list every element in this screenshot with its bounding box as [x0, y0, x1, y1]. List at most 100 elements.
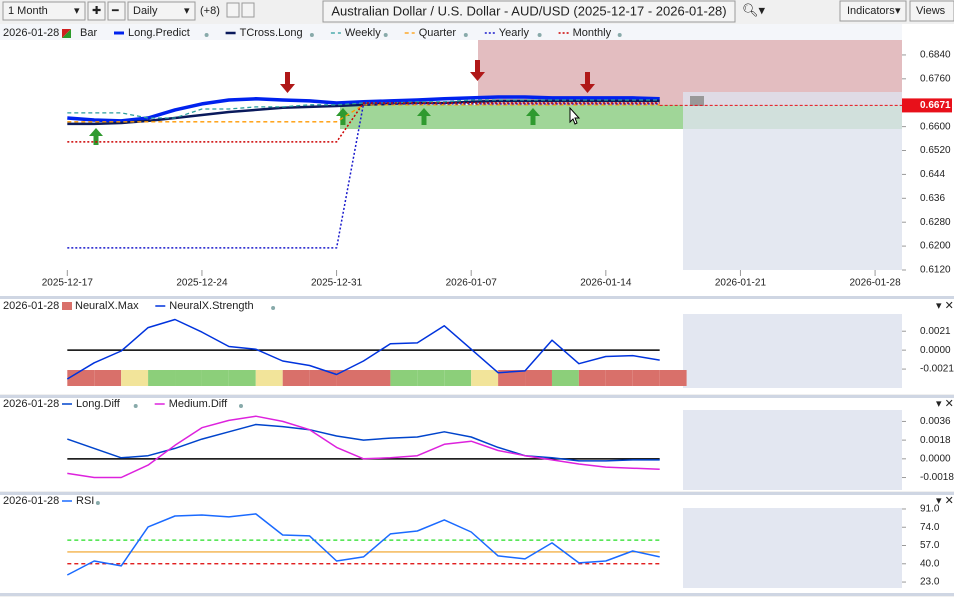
max-cell	[605, 370, 633, 386]
legend-label: Weekly	[345, 27, 381, 39]
y-tick-label: 0.6280	[920, 217, 951, 228]
x-tick-label: 2026-01-14	[580, 278, 632, 289]
sell-arrow	[580, 72, 595, 93]
dropdown-arrow: ▾	[184, 5, 190, 17]
legend-label: NeuralX.Strength	[169, 300, 253, 312]
interval-select[interactable]	[127, 1, 196, 21]
y-tick-label: 0.0036	[920, 416, 951, 427]
legend-label: Long.Diff	[76, 398, 121, 410]
period: 1 Month	[8, 5, 48, 17]
legend-dot	[383, 33, 388, 37]
y-tick-label: 0.0000	[920, 453, 951, 464]
style-label: Bar	[80, 27, 97, 39]
minus-icon: ━	[111, 5, 119, 17]
max-cell	[228, 370, 256, 386]
series-line	[67, 415, 660, 479]
y-tick-label: 0.6600	[920, 121, 951, 132]
x-tick-label: 2025-12-17	[42, 278, 94, 289]
legend-label: Medium.Diff	[169, 398, 228, 410]
legend-dot	[239, 404, 243, 408]
symbol: Australian Dollar / U.S. Dollar - AUD/US…	[331, 3, 726, 18]
legend-dot	[133, 404, 138, 408]
series-line	[67, 95, 660, 123]
y-tick-label: 91.0	[920, 504, 940, 515]
offset-plus[interactable]	[226, 2, 240, 18]
zoom-out[interactable]	[107, 1, 126, 21]
series-line	[67, 423, 660, 462]
forecast-area	[683, 314, 902, 388]
max-cell	[471, 370, 499, 386]
max-cell	[201, 370, 229, 386]
y-tick-label: -0.0018	[920, 472, 954, 483]
offset-minus[interactable]	[241, 2, 255, 18]
legend-dot	[204, 33, 209, 37]
separator	[0, 296, 954, 299]
max-cell	[390, 370, 418, 386]
y-tick-label: 57.0	[920, 540, 940, 551]
sell-arrow	[280, 72, 295, 93]
bar-icon	[62, 29, 71, 38]
panel-menu[interactable]: ▾ ✕	[936, 300, 954, 312]
legend-label: RSI	[76, 495, 94, 507]
legend-label: TCross.Long	[240, 27, 303, 39]
forecast-marker	[690, 96, 704, 106]
x-tick-label: 2026-01-21	[715, 278, 767, 289]
y-tick-label: 0.644	[920, 169, 945, 180]
legend-dot	[537, 33, 542, 37]
series-line	[66, 318, 660, 380]
plus-icon: ✚	[92, 5, 101, 17]
x-tick-label: 2025-12-24	[176, 278, 228, 289]
symbol-box[interactable]	[322, 0, 736, 23]
max-cell	[282, 370, 310, 386]
y-tick-label: 23.0	[920, 577, 940, 588]
panel-menu[interactable]: ▾ ✕	[936, 495, 954, 507]
series-line	[66, 513, 660, 576]
dropdown-arrow: ▾	[74, 5, 80, 17]
forecast-area	[683, 508, 902, 588]
max-cell	[148, 370, 176, 386]
legend-label: Yearly	[499, 27, 530, 39]
legend-dot	[95, 501, 100, 505]
forecast-area	[683, 92, 902, 270]
y-tick-label: 0.6200	[920, 241, 951, 252]
y-tick-label: 0.6840	[920, 50, 951, 61]
max-cell	[659, 370, 687, 386]
dropdown-arrow: ▾	[895, 5, 901, 17]
max-cell	[632, 370, 660, 386]
legend-label: NeuralX.Max	[75, 300, 139, 312]
y-tick-label: -0.0021	[920, 364, 954, 375]
indicators: Indicators	[847, 5, 895, 17]
series-line	[67, 99, 660, 119]
y-tick-label: 0.0021	[920, 326, 951, 337]
y-tick-label: 74.0	[920, 522, 940, 533]
views-button[interactable]	[909, 0, 954, 22]
panel-date: 2026-01-28	[3, 27, 59, 39]
panel-menu[interactable]: ▾ ✕	[936, 398, 954, 410]
search-icon[interactable]: 🔍︎▾	[742, 2, 766, 17]
max-cell	[444, 370, 472, 386]
max-cell	[417, 370, 445, 386]
max-cell	[255, 370, 283, 386]
series-line	[67, 102, 660, 143]
mouse-cursor	[569, 106, 581, 125]
y-tick-label: 0.6760	[920, 73, 951, 84]
legend-dot	[309, 33, 314, 37]
max-cell	[578, 370, 606, 386]
max-cell	[336, 370, 364, 386]
max-cell	[175, 370, 202, 386]
separator	[0, 492, 954, 495]
period-select[interactable]	[2, 1, 86, 21]
buy-arrow	[336, 108, 350, 125]
y-tick-label: 0.6520	[920, 145, 951, 156]
buy-signals	[89, 108, 540, 145]
legend-swatch	[62, 302, 72, 310]
max-cell	[94, 370, 122, 386]
zoom-in[interactable]	[87, 1, 106, 21]
x-tick-label: 2026-01-07	[446, 278, 498, 289]
sell-signals	[280, 60, 595, 93]
indicators-button[interactable]	[839, 0, 907, 22]
buy-arrow	[526, 108, 540, 125]
current-price-box	[902, 98, 952, 113]
